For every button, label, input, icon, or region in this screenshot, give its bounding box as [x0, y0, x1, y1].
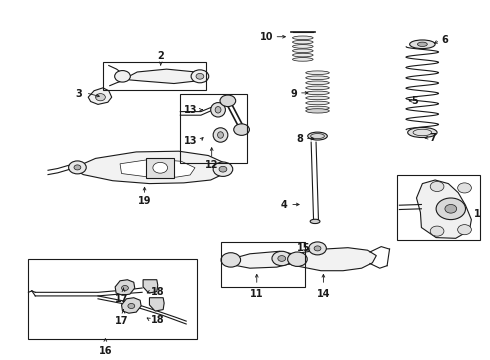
- Text: 6: 6: [441, 35, 448, 45]
- Ellipse shape: [306, 91, 329, 95]
- Ellipse shape: [293, 49, 313, 53]
- Ellipse shape: [293, 45, 313, 48]
- Ellipse shape: [293, 36, 313, 40]
- Ellipse shape: [306, 71, 329, 75]
- Polygon shape: [230, 251, 298, 268]
- Text: 13: 13: [184, 136, 197, 146]
- Polygon shape: [143, 280, 158, 293]
- Polygon shape: [115, 280, 135, 295]
- Circle shape: [458, 225, 471, 235]
- Ellipse shape: [306, 106, 329, 110]
- Ellipse shape: [306, 96, 329, 100]
- Circle shape: [234, 124, 249, 135]
- Ellipse shape: [306, 76, 329, 80]
- Circle shape: [128, 303, 135, 309]
- Circle shape: [430, 181, 444, 192]
- Ellipse shape: [306, 81, 329, 85]
- Text: 18: 18: [151, 315, 165, 325]
- Text: 10: 10: [260, 32, 273, 42]
- Polygon shape: [88, 88, 112, 104]
- Circle shape: [221, 253, 241, 267]
- Polygon shape: [125, 69, 203, 84]
- Circle shape: [430, 226, 444, 236]
- Text: 12: 12: [205, 160, 219, 170]
- Text: 2: 2: [157, 51, 164, 61]
- Circle shape: [153, 162, 168, 173]
- Text: 18: 18: [151, 287, 165, 297]
- Circle shape: [122, 285, 128, 291]
- Circle shape: [278, 256, 286, 261]
- Polygon shape: [122, 298, 141, 313]
- Circle shape: [220, 95, 236, 107]
- Circle shape: [196, 73, 204, 79]
- Circle shape: [314, 246, 321, 251]
- Circle shape: [219, 166, 227, 172]
- Ellipse shape: [417, 42, 427, 46]
- Ellipse shape: [215, 107, 221, 113]
- Ellipse shape: [410, 40, 435, 49]
- Polygon shape: [120, 159, 195, 177]
- Circle shape: [115, 71, 130, 82]
- Text: 5: 5: [412, 96, 418, 106]
- Ellipse shape: [293, 40, 313, 44]
- Circle shape: [288, 252, 307, 266]
- Polygon shape: [280, 248, 376, 271]
- Circle shape: [272, 251, 292, 266]
- Text: 14: 14: [317, 289, 330, 300]
- Text: 7: 7: [429, 132, 436, 143]
- Ellipse shape: [408, 127, 437, 138]
- Circle shape: [74, 165, 81, 170]
- Ellipse shape: [310, 219, 320, 224]
- Text: 1: 1: [474, 209, 481, 219]
- Circle shape: [309, 242, 326, 255]
- Text: 4: 4: [281, 200, 288, 210]
- Text: 16: 16: [98, 346, 112, 356]
- Ellipse shape: [293, 58, 313, 61]
- Ellipse shape: [306, 101, 329, 105]
- Text: 13: 13: [184, 105, 197, 115]
- Circle shape: [213, 162, 233, 176]
- Circle shape: [96, 94, 105, 101]
- Circle shape: [436, 198, 466, 220]
- Ellipse shape: [308, 132, 327, 140]
- Text: 3: 3: [75, 89, 82, 99]
- Ellipse shape: [218, 132, 223, 138]
- Text: 15: 15: [297, 243, 311, 253]
- Text: 17: 17: [115, 294, 128, 305]
- Ellipse shape: [306, 86, 329, 90]
- Text: 8: 8: [296, 134, 303, 144]
- Circle shape: [191, 70, 209, 83]
- Polygon shape: [73, 151, 226, 184]
- Circle shape: [458, 183, 471, 193]
- Polygon shape: [416, 180, 471, 238]
- Polygon shape: [149, 298, 164, 311]
- Circle shape: [445, 204, 457, 213]
- Bar: [146, 158, 174, 178]
- Text: 19: 19: [138, 196, 151, 206]
- Circle shape: [69, 161, 86, 174]
- Text: 17: 17: [115, 316, 128, 326]
- Ellipse shape: [211, 103, 225, 117]
- Ellipse shape: [306, 109, 329, 113]
- Text: 11: 11: [250, 289, 264, 299]
- Ellipse shape: [293, 53, 313, 57]
- Ellipse shape: [213, 128, 228, 142]
- Text: 9: 9: [290, 89, 297, 99]
